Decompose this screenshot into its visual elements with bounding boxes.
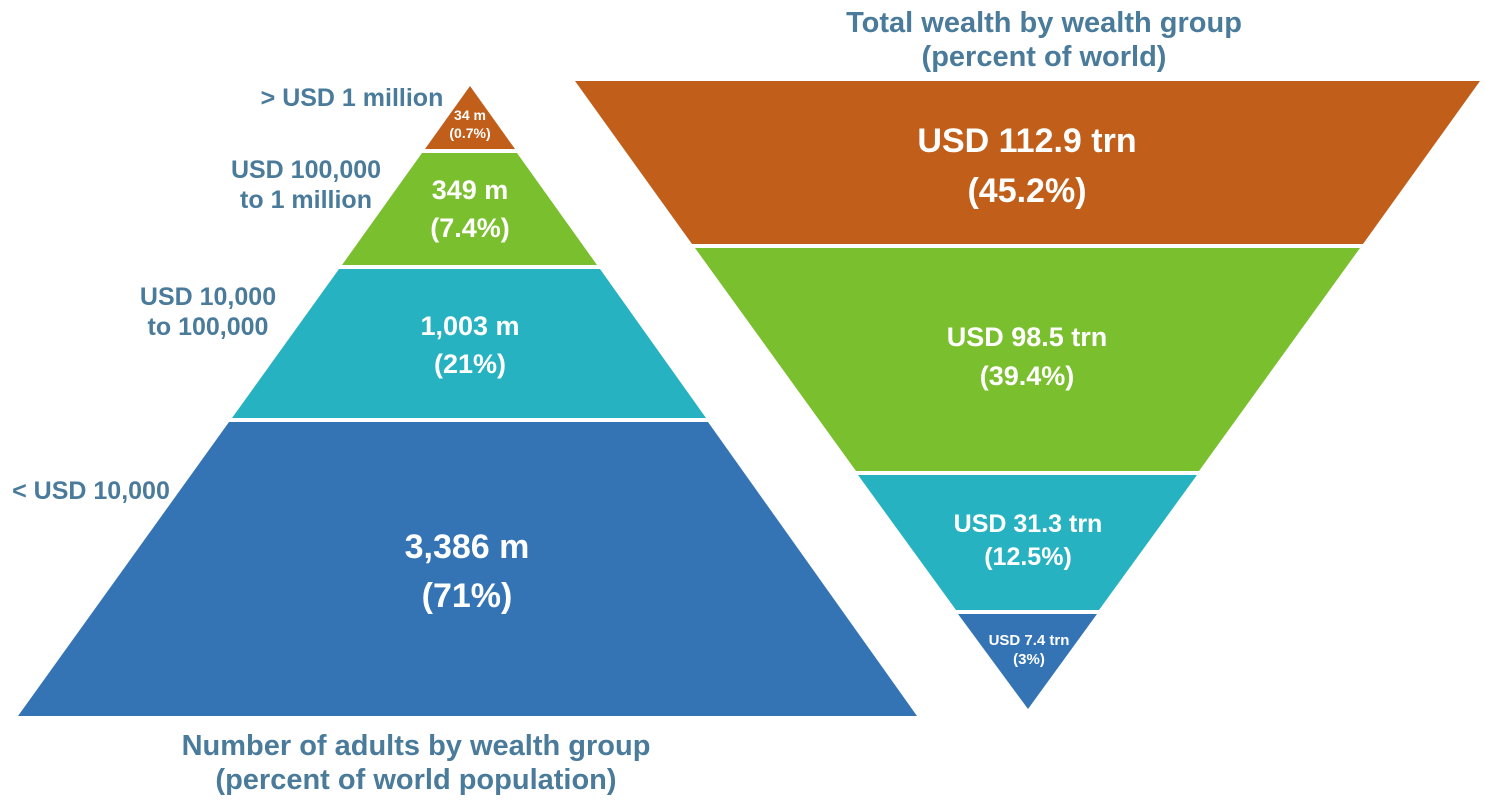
tier-percent: (39.4%) <box>979 361 1075 391</box>
adults-pyramid <box>18 86 917 716</box>
tier-percent: (45.2%) <box>967 172 1087 210</box>
tier-value: 349 m <box>431 175 509 205</box>
side-label-10k-100k-line2: to 100,000 <box>147 313 269 341</box>
tier-percent: (7.4%) <box>430 213 510 243</box>
wealth-chart-title-line1: Total wealth by wealth group <box>846 7 1242 39</box>
wealth-chart-title: Total wealth by wealth group (percent of… <box>846 6 1242 74</box>
tier-value: USD 7.4 trn <box>988 632 1070 649</box>
wealth-tier-10k-100k-label: USD 31.3 trn (12.5%) <box>954 508 1103 574</box>
side-label-over-1m: > USD 1 million <box>261 84 444 113</box>
adults-tier-10k-100k <box>232 269 706 418</box>
adults-tier-over-1m <box>425 86 515 149</box>
wealth-tier-100k-1m-label: USD 98.5 trn (39.4%) <box>947 318 1108 396</box>
adults-tier-under-10k-label: 3,386 m (71%) <box>405 523 530 621</box>
adults-tier-under-10k <box>18 422 917 716</box>
wealth-tier-10k-100k <box>858 475 1197 610</box>
tier-percent: (12.5%) <box>984 543 1072 571</box>
wealth-pyramid <box>575 81 1480 709</box>
side-label-under-10k: < USD 10,000 <box>12 477 170 506</box>
wealth-chart-title-line2: (percent of world) <box>921 41 1167 73</box>
adults-chart-caption-line2: (percent of world population) <box>215 764 617 796</box>
wealth-tier-over-1m-label: USD 112.9 trn (45.2%) <box>917 116 1136 216</box>
tier-value: USD 98.5 trn <box>946 322 1108 352</box>
side-label-100k-1m: USD 100,000 to 1 million <box>231 155 381 215</box>
tier-percent: (3%) <box>1013 651 1045 668</box>
tier-percent: (21%) <box>433 349 507 379</box>
tier-value: 1,003 m <box>420 311 520 341</box>
side-label-under-10k-text: < USD 10,000 <box>12 477 170 505</box>
tier-value: USD 112.9 trn <box>917 122 1137 160</box>
wealth-tier-100k-1m <box>695 248 1360 471</box>
side-label-10k-100k-line1: USD 10,000 <box>139 283 277 311</box>
adults-tier-100k-1m <box>342 153 597 265</box>
side-label-100k-1m-line1: USD 100,000 <box>230 156 382 184</box>
tier-percent: (71%) <box>421 577 513 615</box>
adults-chart-caption: Number of adults by wealth group (percen… <box>182 729 651 797</box>
side-label-100k-1m-line2: to 1 million <box>240 186 372 214</box>
adults-tier-100k-1m-label: 349 m (7.4%) <box>430 171 510 247</box>
adults-chart-caption-line1: Number of adults by wealth group <box>181 730 651 762</box>
wealth-tier-under-10k <box>958 614 1097 709</box>
side-label-10k-100k: USD 10,000 to 100,000 <box>140 282 276 342</box>
side-label-over-1m-text: > USD 1 million <box>260 84 444 112</box>
tier-value: 34 m <box>454 107 486 123</box>
wealth-tier-under-10k-label: USD 7.4 trn (3%) <box>989 631 1070 669</box>
wealth-tier-over-1m <box>575 81 1480 244</box>
adults-tier-over-1m-label: 34 m (0.7%) <box>449 107 490 142</box>
adults-tier-10k-100k-label: 1,003 m (21%) <box>420 307 519 383</box>
tier-value: USD 31.3 trn <box>953 510 1103 538</box>
tier-percent: (0.7%) <box>449 124 491 141</box>
tier-value: 3,386 m <box>404 528 530 566</box>
